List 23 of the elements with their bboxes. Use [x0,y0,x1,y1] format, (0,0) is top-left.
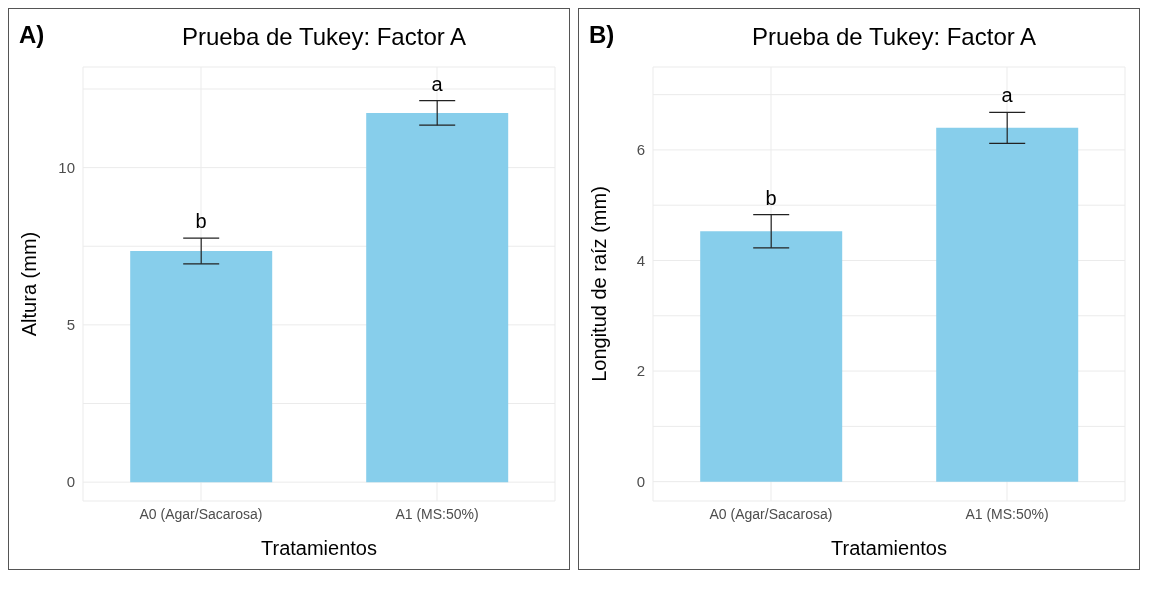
y-tick-label: 5 [66,316,75,334]
x-tick-label: A0 (Agar/Sacarosa) [139,505,263,522]
x-tick-label: A0 (Agar/Sacarosa) [709,505,833,522]
y-axis-title: Altura (mm) [18,231,41,337]
y-tick-label: 6 [636,141,645,159]
annotation: b [195,210,207,233]
y-tick-label: 10 [58,158,75,176]
annotation: a [431,72,444,95]
text: A) [19,21,45,49]
annotation: a [1001,84,1014,107]
text: B) [589,21,615,49]
x-axis-title: Tratamientos [831,537,947,559]
y-tick-label: 0 [636,472,645,490]
x-tick-label: A1 (MS:50%) [965,505,1049,522]
y-tick-label: 4 [636,251,645,269]
x-axis-title: Tratamientos [261,537,377,559]
chart-title: Prueba de Tukey: Factor A [180,23,468,51]
y-axis-title: Longitud de raíz (mm) [588,186,611,382]
annotation: b [765,186,777,209]
x-tick-label: A1 (MS:50%) [395,505,479,522]
y-tick-label: 0 [66,473,75,491]
y-tick-label: 2 [636,362,645,380]
chart-title: Prueba de Tukey: Factor A [750,23,1038,51]
